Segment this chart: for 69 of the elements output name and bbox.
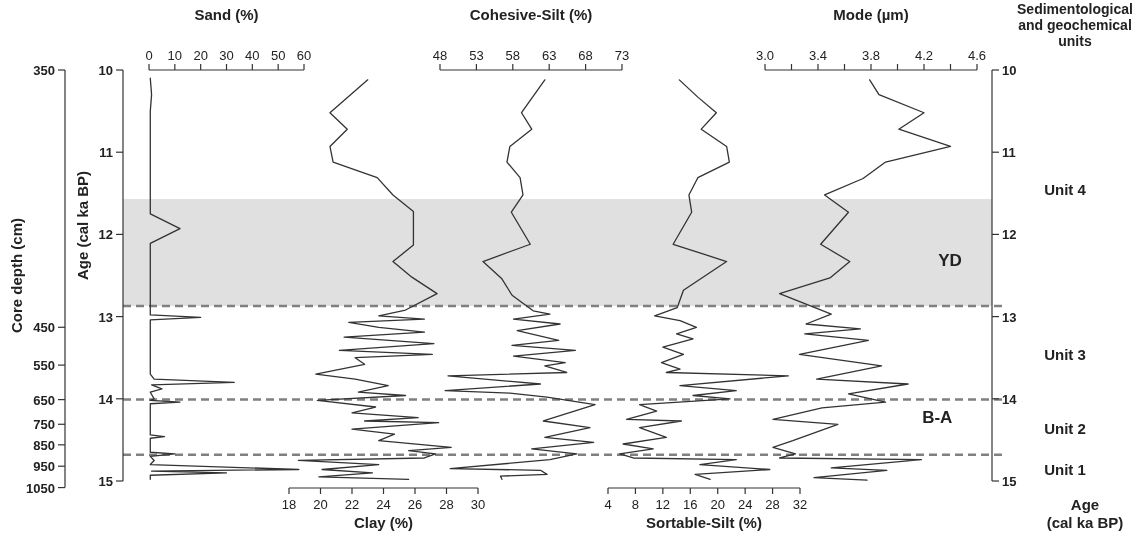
x-tick-label: 30 bbox=[470, 497, 486, 512]
x-tick-label: 22 bbox=[344, 497, 360, 512]
x-tick-label: 16 bbox=[683, 497, 698, 512]
x-tick-label: 20 bbox=[710, 497, 725, 512]
y-tick-label: 12 bbox=[1002, 227, 1017, 243]
x-tick-label: 53 bbox=[469, 48, 484, 63]
x-tick-label: 28 bbox=[765, 497, 780, 512]
x-tick-label: 18 bbox=[281, 497, 297, 512]
x-tick-label: 4.6 bbox=[967, 48, 987, 63]
text: 550 bbox=[33, 358, 55, 374]
y-tick-label: 10 bbox=[98, 63, 113, 78]
x-tick-label: 8 bbox=[631, 497, 640, 512]
x-axis-title: Sand (%) bbox=[194, 6, 259, 23]
x-axis-title: Sortable-Silt (%) bbox=[646, 514, 762, 531]
text: 450 bbox=[33, 320, 55, 336]
annotation: B-A bbox=[922, 407, 953, 427]
x-tick-label: 30 bbox=[219, 48, 234, 63]
text: Unit 3 bbox=[1044, 345, 1086, 363]
text: 1050 bbox=[26, 480, 55, 496]
text: 650 bbox=[33, 392, 55, 408]
text: Sedimentological and geochemical units bbox=[1017, 1, 1133, 49]
y-tick-label: 10 bbox=[1002, 63, 1017, 78]
x-tick-label: 40 bbox=[245, 48, 260, 63]
text: 950 bbox=[33, 459, 55, 475]
x-tick-label: 3.4 bbox=[808, 48, 828, 63]
y-tick-label: 14 bbox=[1002, 391, 1018, 407]
x-tick-label: 28 bbox=[439, 497, 454, 512]
y-tick-label: 15 bbox=[98, 474, 113, 489]
y-axis-title: Age (cal ka BP) bbox=[74, 170, 91, 281]
text: Unit 4 bbox=[1044, 181, 1087, 199]
x-tick-label: 73 bbox=[614, 48, 630, 63]
x-tick-label: 20 bbox=[193, 48, 208, 63]
x-tick-label: 10 bbox=[167, 48, 183, 63]
x-axis-title: Cohesive-Silt (%) bbox=[469, 6, 593, 23]
line-series bbox=[149, 77, 300, 481]
band-label: YD bbox=[938, 251, 962, 271]
text: Unit 2 bbox=[1044, 419, 1086, 437]
x-tick-label: 60 bbox=[296, 48, 312, 63]
y-tick-label: 13 bbox=[98, 309, 113, 325]
text: 350 bbox=[33, 63, 55, 78]
x-tick-label: 12 bbox=[655, 497, 671, 512]
text: 850 bbox=[33, 437, 55, 453]
y-axis-title: Age (cal ka BP) bbox=[1046, 496, 1124, 531]
x-tick-label: 26 bbox=[407, 497, 423, 512]
y-tick-label: 13 bbox=[1002, 309, 1017, 325]
x-axis-title: Clay (%) bbox=[353, 514, 414, 531]
x-tick-label: 63 bbox=[541, 48, 557, 63]
x-tick-label: 4 bbox=[604, 497, 612, 512]
x-tick-label: 3.0 bbox=[755, 48, 775, 63]
x-tick-label: 68 bbox=[578, 48, 593, 63]
text: Core depth (cm) bbox=[8, 217, 25, 334]
y-tick-label: 11 bbox=[1002, 145, 1016, 161]
x-tick-label: 20 bbox=[313, 497, 328, 512]
x-tick-label: 24 bbox=[376, 497, 391, 512]
x-axis-title: Mode (µm) bbox=[833, 6, 909, 23]
y-tick-label: 11 bbox=[99, 145, 113, 161]
y-tick-label: 14 bbox=[98, 391, 114, 407]
x-tick-label: 58 bbox=[505, 48, 521, 63]
x-tick-label: 50 bbox=[270, 48, 286, 63]
text: 750 bbox=[33, 417, 55, 433]
y-tick-label: 12 bbox=[98, 227, 113, 243]
text: Unit 1 bbox=[1044, 460, 1086, 478]
x-tick-label: 0 bbox=[145, 48, 153, 63]
x-tick-label: 32 bbox=[792, 497, 808, 512]
x-tick-label: 4.2 bbox=[914, 48, 934, 63]
x-tick-label: 3.8 bbox=[861, 48, 881, 63]
x-tick-label: 24 bbox=[737, 497, 753, 512]
x-tick-label: 48 bbox=[432, 48, 448, 63]
y-tick-label: 15 bbox=[1002, 474, 1017, 489]
